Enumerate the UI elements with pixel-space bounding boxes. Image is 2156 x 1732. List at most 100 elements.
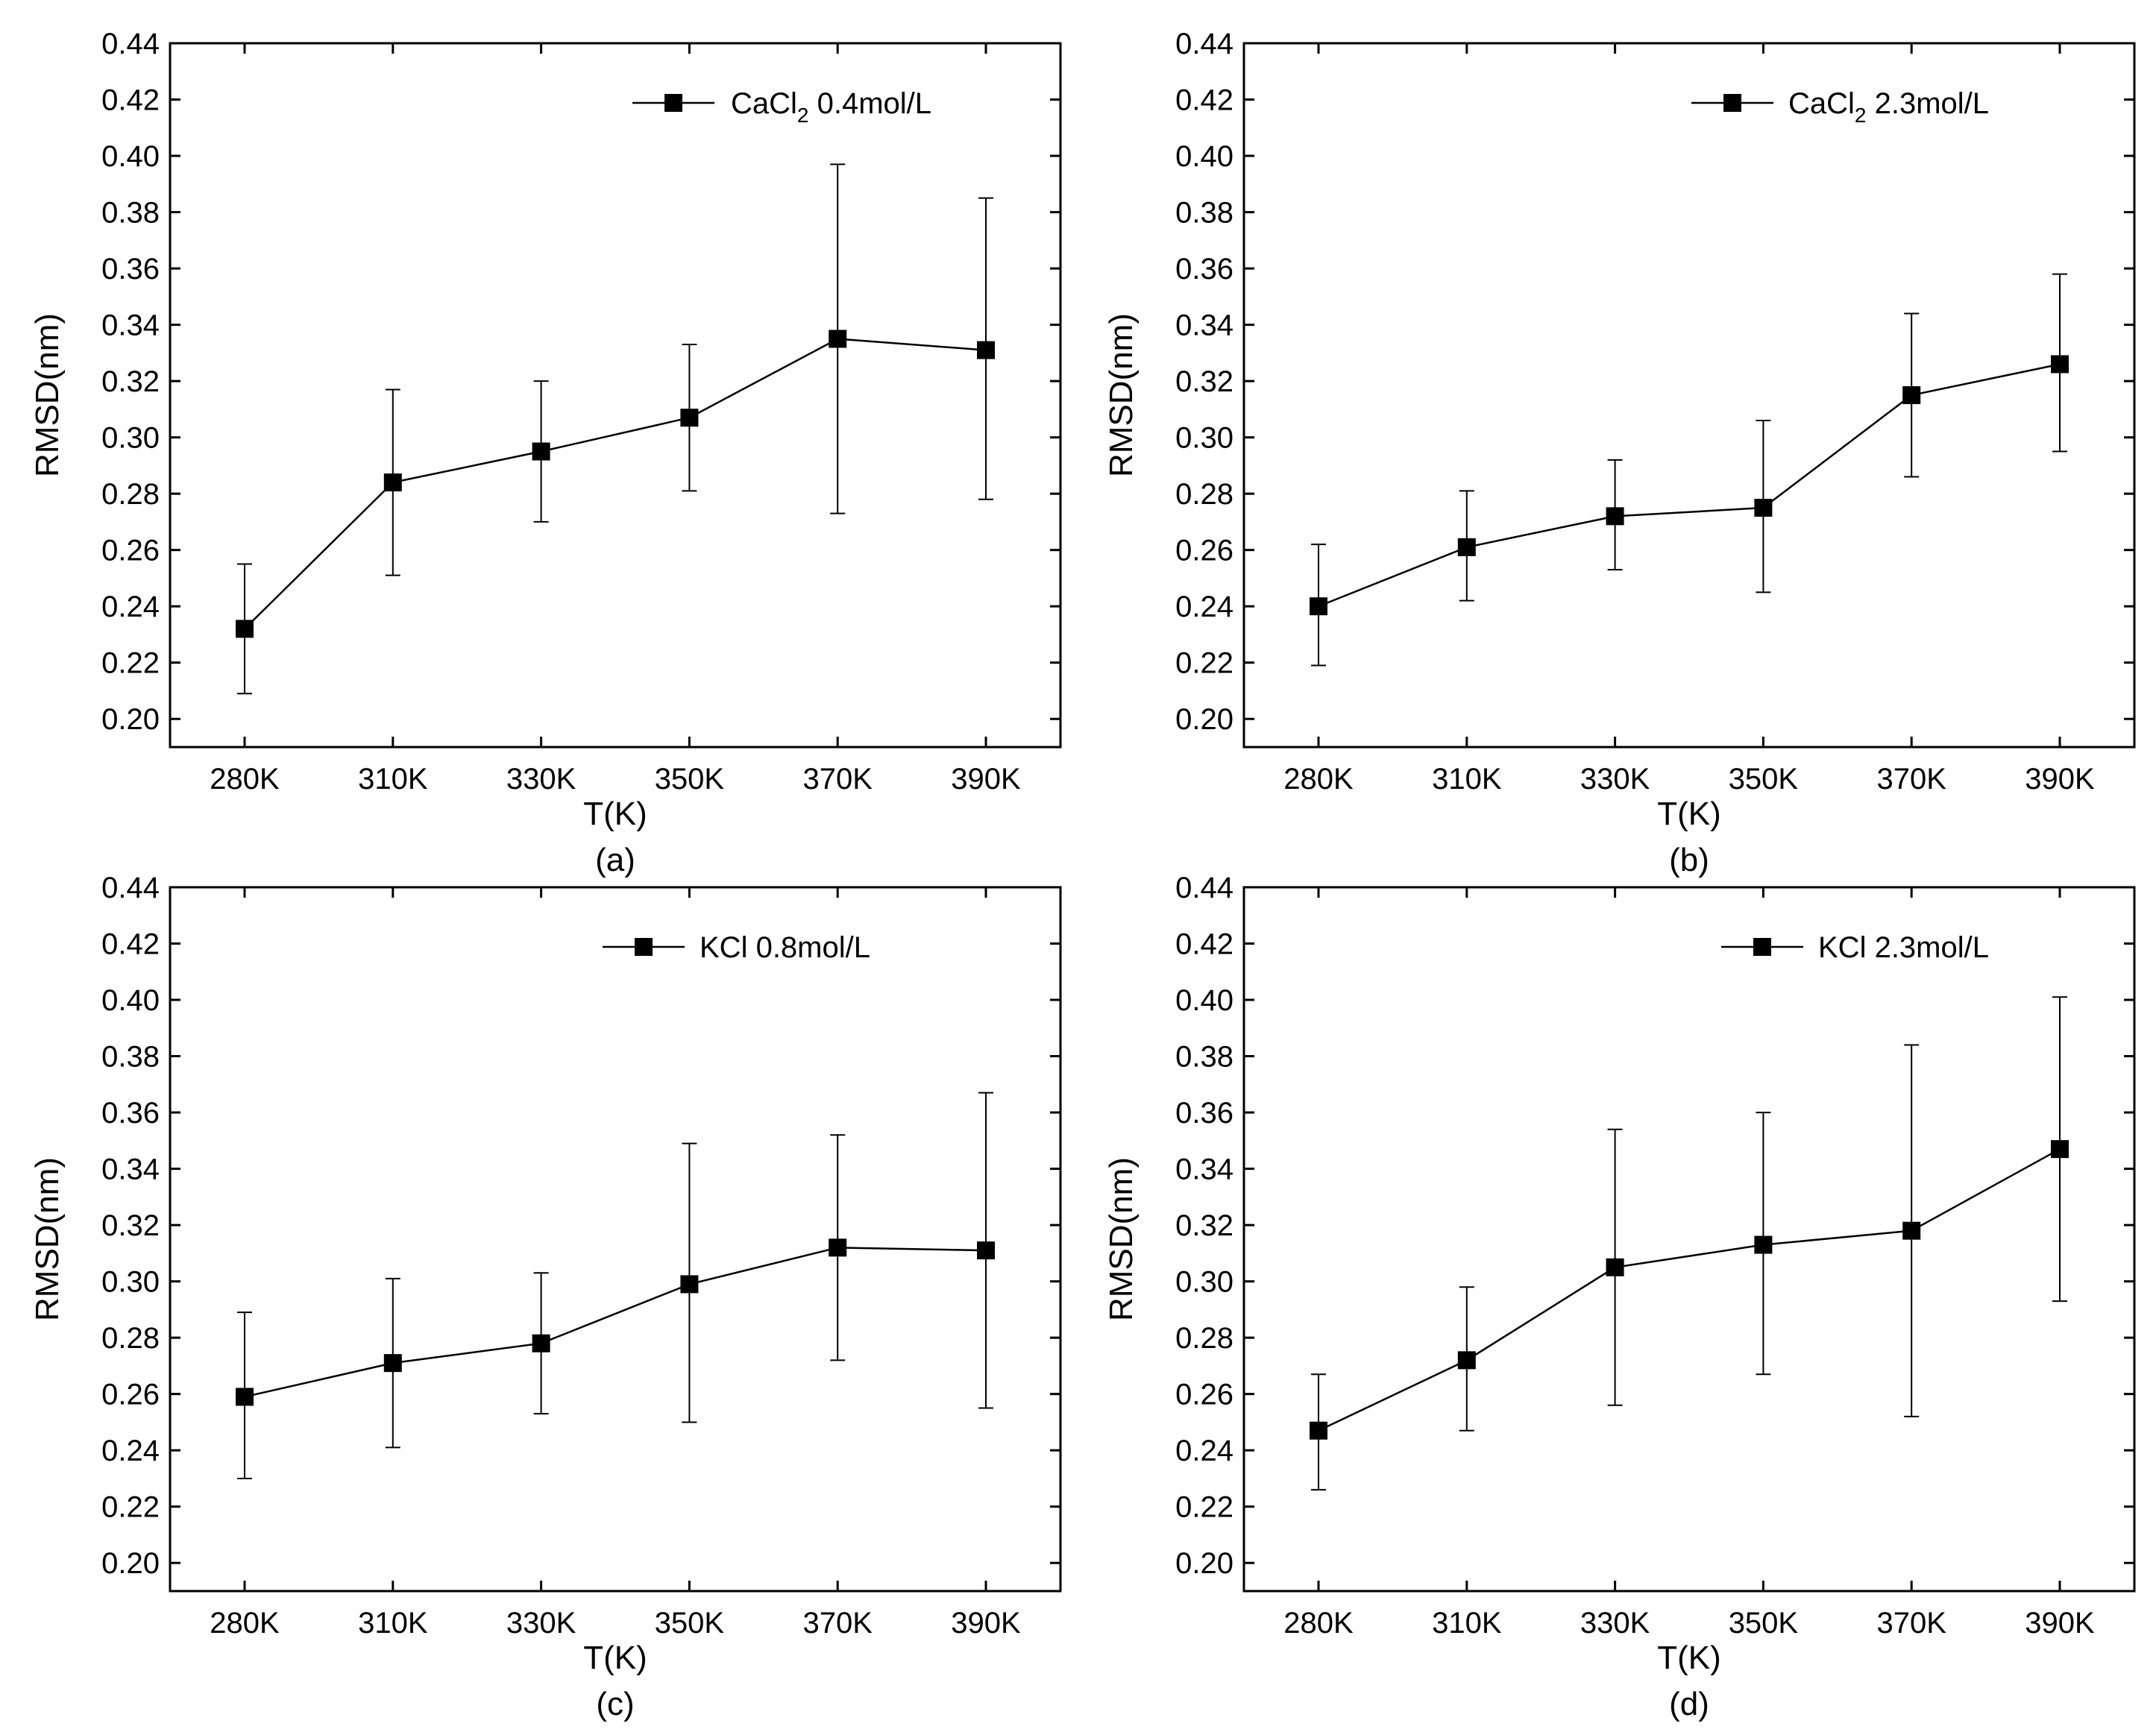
data-point <box>1606 507 1624 526</box>
data-point <box>829 1238 847 1257</box>
legend-subscript: 2 <box>797 104 809 127</box>
panel-label: (a) <box>595 842 635 878</box>
legend-marker <box>664 94 682 112</box>
legend-main: CaCl <box>731 87 797 120</box>
y-tick-label: 0.42 <box>101 84 160 117</box>
x-tick-label: 330K <box>1580 1607 1650 1640</box>
legend-marker <box>1753 938 1771 956</box>
series-line <box>1318 363 2061 608</box>
y-tick-label: 0.28 <box>101 478 160 511</box>
x-tick-label: 350K <box>655 1607 725 1640</box>
data-point <box>1902 386 1921 404</box>
x-axis-label: T(K) <box>1657 796 1721 832</box>
data-point <box>977 341 995 359</box>
data-point <box>532 1334 550 1352</box>
x-tick-label: 310K <box>1432 1607 1502 1640</box>
x-tick-label: 350K <box>655 763 725 796</box>
data-point <box>236 1388 254 1406</box>
y-tick-label: 0.32 <box>1175 1209 1233 1242</box>
x-tick-label: 350K <box>1729 1607 1799 1640</box>
legend-subscript: 2 <box>1855 104 1867 127</box>
y-tick-label: 0.32 <box>1175 365 1233 398</box>
y-tick-label: 0.20 <box>1175 703 1233 736</box>
y-tick-label: 0.36 <box>1175 253 1233 286</box>
legend-label: KCl 0.8mol/L <box>700 931 870 964</box>
chart-panel-0: 0.20 0.22 0.24 0.26 0.28 0.30 0.32 0.34 0.36 0.38… <box>29 28 1062 878</box>
x-axis-label: T(K) <box>583 796 647 832</box>
x-tick-label: 330K <box>506 1607 576 1640</box>
series-line <box>244 338 987 630</box>
y-tick-label: 0.36 <box>101 1097 160 1130</box>
x-tick-label: 390K <box>2025 1607 2095 1640</box>
y-tick-label: 0.36 <box>101 253 160 286</box>
series-line <box>244 1247 987 1398</box>
legend-label: CaCl2 0.4mol/L <box>731 87 931 127</box>
y-tick-label: 0.22 <box>1175 647 1233 680</box>
y-tick-label: 0.30 <box>1175 1266 1233 1299</box>
x-tick-label: 390K <box>2025 763 2095 796</box>
data-point <box>1457 538 1476 556</box>
y-tick-label: 0.40 <box>101 140 160 173</box>
data-point <box>1310 1421 1327 1440</box>
data-point <box>829 330 847 348</box>
y-tick-label: 0.26 <box>1175 1379 1233 1411</box>
y-tick-label: 0.32 <box>101 1209 160 1242</box>
x-tick-label: 280K <box>210 763 280 796</box>
series-line <box>1318 1148 2061 1432</box>
x-tick-label: 310K <box>1432 763 1502 796</box>
y-tick-label: 0.26 <box>1175 535 1233 567</box>
data-point <box>383 1354 402 1373</box>
data-point <box>1606 1258 1624 1276</box>
panel-label: (c) <box>596 1686 634 1722</box>
data-point <box>383 473 402 492</box>
y-axis-label: RMSD(nm) <box>29 1157 66 1321</box>
y-axis-label: RMSD(nm) <box>1103 313 1140 477</box>
chart-panel-2: 0.20 0.22 0.24 0.26 0.28 0.30 0.32 0.34 0.36 0.38… <box>29 872 1062 1722</box>
x-tick-label: 310K <box>358 1607 428 1640</box>
legend-rest: 0.4mol/L <box>808 87 931 120</box>
y-axis-label: RMSD(nm) <box>29 313 66 477</box>
panel-label: (b) <box>1669 842 1709 878</box>
chart-panel-3: 0.20 0.22 0.24 0.26 0.28 0.30 0.32 0.34 0.36 0.38… <box>1103 872 2136 1722</box>
plot-frame <box>169 886 1062 1593</box>
y-tick-label: 0.44 <box>1175 28 1233 60</box>
y-tick-label: 0.34 <box>101 309 160 342</box>
legend-rest: 2.3mol/L <box>1866 87 1989 120</box>
x-tick-label: 280K <box>1283 1607 1354 1640</box>
data-point <box>680 409 699 427</box>
y-axis-label: RMSD(nm) <box>1103 1157 1140 1321</box>
y-tick-label: 0.40 <box>1175 984 1233 1017</box>
panel-label: (d) <box>1669 1686 1709 1722</box>
y-tick-label: 0.30 <box>101 422 160 455</box>
data-point <box>2051 355 2069 374</box>
x-tick-label: 330K <box>506 763 576 796</box>
data-point <box>236 620 254 638</box>
legend-main: KCl 0.8mol/L <box>700 931 870 964</box>
legend-marker <box>1723 94 1741 112</box>
x-tick-label: 370K <box>1876 763 1946 796</box>
data-point <box>977 1241 995 1260</box>
y-tick-label: 0.30 <box>101 1266 160 1299</box>
y-tick-label: 0.24 <box>1175 1435 1233 1467</box>
legend-label: KCl 2.3mol/L <box>1818 931 1989 964</box>
y-tick-label: 0.22 <box>101 1491 160 1524</box>
x-tick-label: 390K <box>951 1607 1021 1640</box>
y-tick-label: 0.40 <box>101 984 160 1017</box>
y-tick-label: 0.24 <box>101 591 160 623</box>
legend-main: CaCl <box>1788 87 1855 120</box>
x-tick-label: 370K <box>802 1607 873 1640</box>
plot-frame <box>169 42 1062 749</box>
y-tick-label: 0.20 <box>1175 1547 1233 1580</box>
x-tick-label: 280K <box>210 1607 280 1640</box>
data-point <box>1754 499 1773 517</box>
x-axis-label: T(K) <box>1657 1640 1721 1676</box>
plot-frame <box>1242 42 2136 749</box>
y-tick-label: 0.38 <box>101 197 160 230</box>
y-tick-label: 0.44 <box>1175 872 1233 904</box>
y-tick-label: 0.26 <box>101 1379 160 1411</box>
data-point <box>2051 1140 2069 1159</box>
legend-main: KCl 2.3mol/L <box>1818 931 1989 964</box>
y-tick-label: 0.34 <box>1175 1153 1233 1186</box>
legend-label: CaCl2 2.3mol/L <box>1788 87 1989 127</box>
